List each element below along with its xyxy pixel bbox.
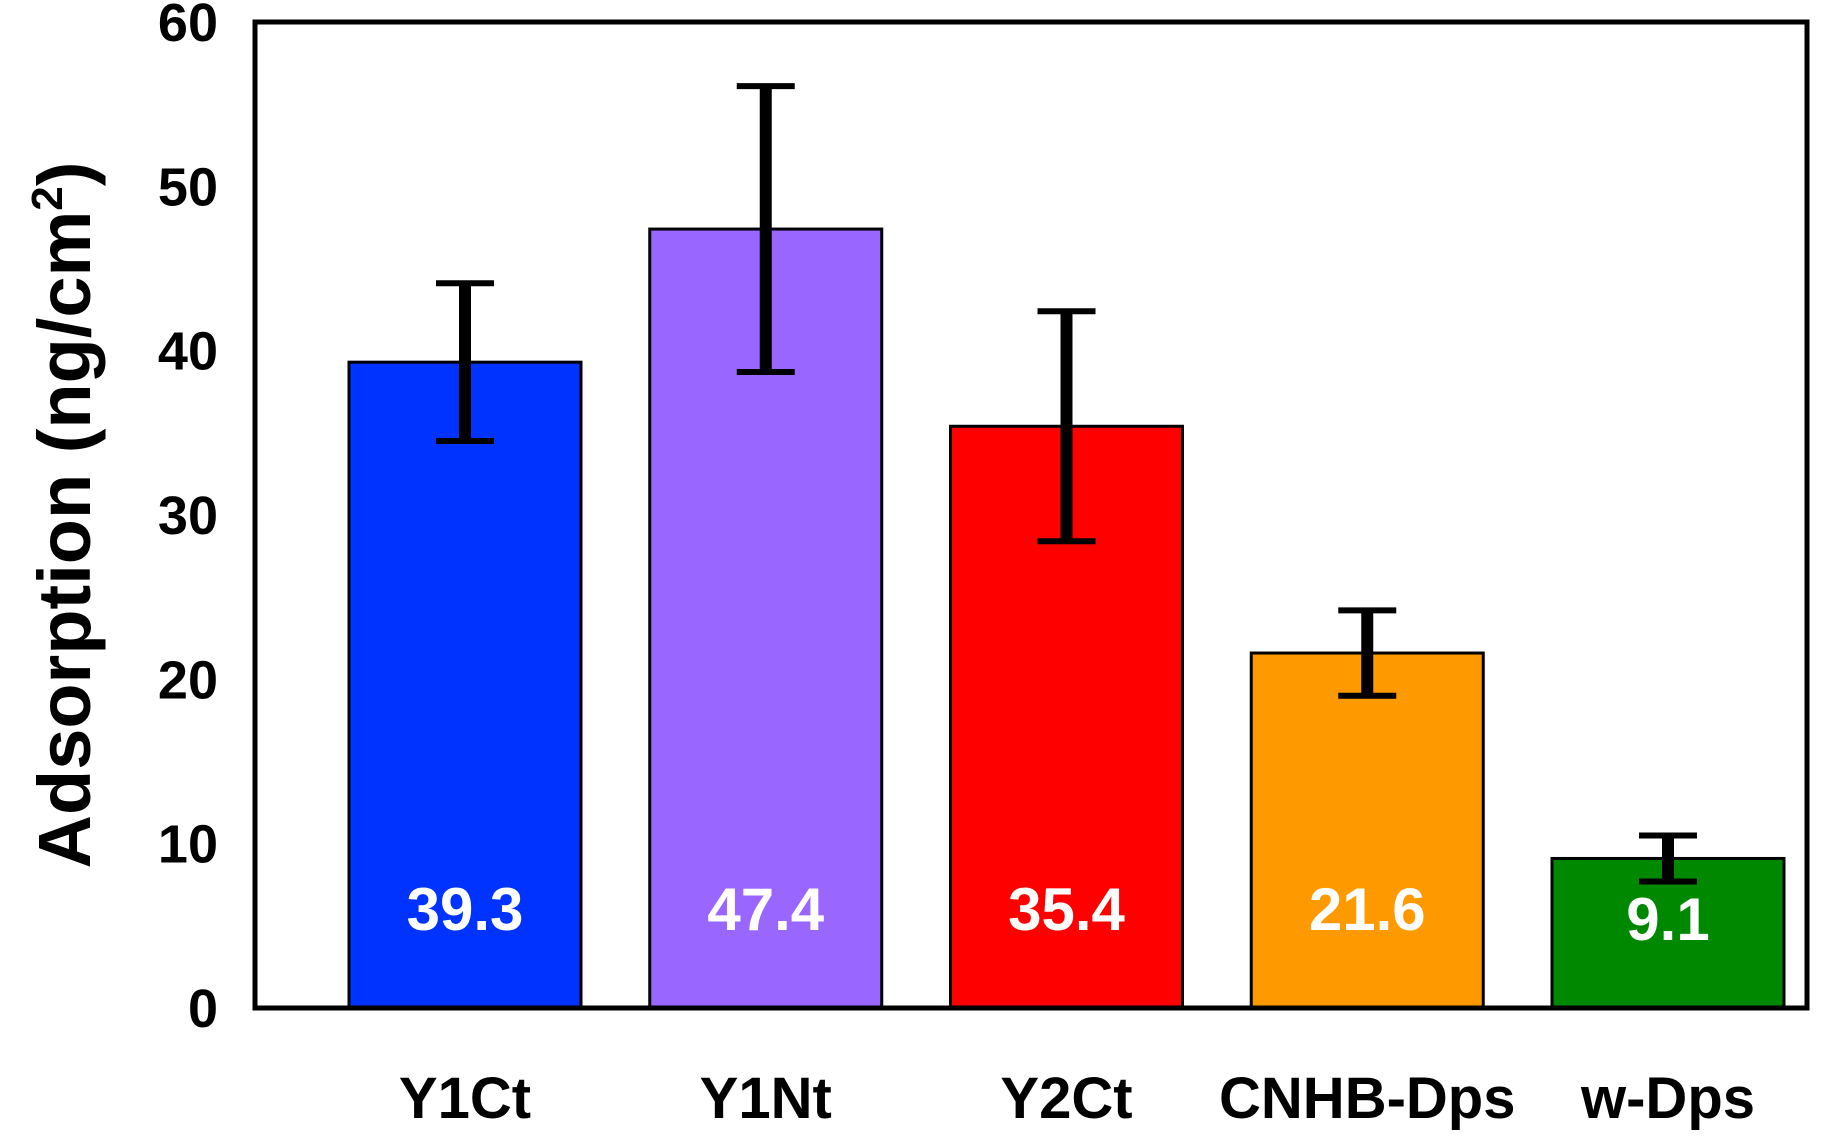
y-axis-title-superscript: 2 [23,186,72,210]
bar-value-labels-layer: 39.3 47.4 35.4 21.6 9.1 [407,876,1710,953]
error-bar [436,280,494,445]
bar-value-label: 21.6 [1309,876,1426,943]
y-tick-label: 50 [158,157,218,217]
error-bar [736,83,795,376]
y-axis-ticks: 0 10 20 30 40 50 60 [158,0,218,1039]
y-tick-label: 0 [188,979,218,1039]
y-tick-label: 60 [158,0,218,53]
y-axis-title-close: ) [23,162,106,187]
error-bar [1037,308,1096,545]
bar-value-label: 35.4 [1008,876,1125,943]
bar-cnhb-dps [1249,651,1485,1010]
x-category-label: Y1Nt [700,1066,832,1131]
x-category-label: Y1Ct [399,1066,531,1131]
x-category-label: w-Dps [1580,1066,1755,1131]
bar-value-label: 39.3 [407,876,524,943]
error-bar [1639,832,1697,885]
error-bars-layer [436,83,1697,885]
x-axis-category-labels: Y1Ct Y1Nt Y2Ct CNHB-Dps w-Dps [399,1066,1755,1131]
bar-value-label: 47.4 [707,876,824,943]
x-category-label: Y2Ct [1000,1066,1132,1131]
y-axis-title-main: Adsorption (ng/cm [23,211,106,869]
y-tick-label: 10 [158,815,218,875]
error-bar [1338,607,1397,699]
y-tick-label: 20 [158,650,218,710]
y-tick-label: 30 [158,486,218,546]
bar-y1ct [347,360,583,1010]
bar-value-label: 9.1 [1626,886,1709,953]
plot-frame [252,19,1810,1011]
y-axis-title: Adsorption (ng/cm2) [23,162,106,869]
y-tick-label: 40 [158,322,218,382]
x-category-label: CNHB-Dps [1219,1066,1515,1131]
